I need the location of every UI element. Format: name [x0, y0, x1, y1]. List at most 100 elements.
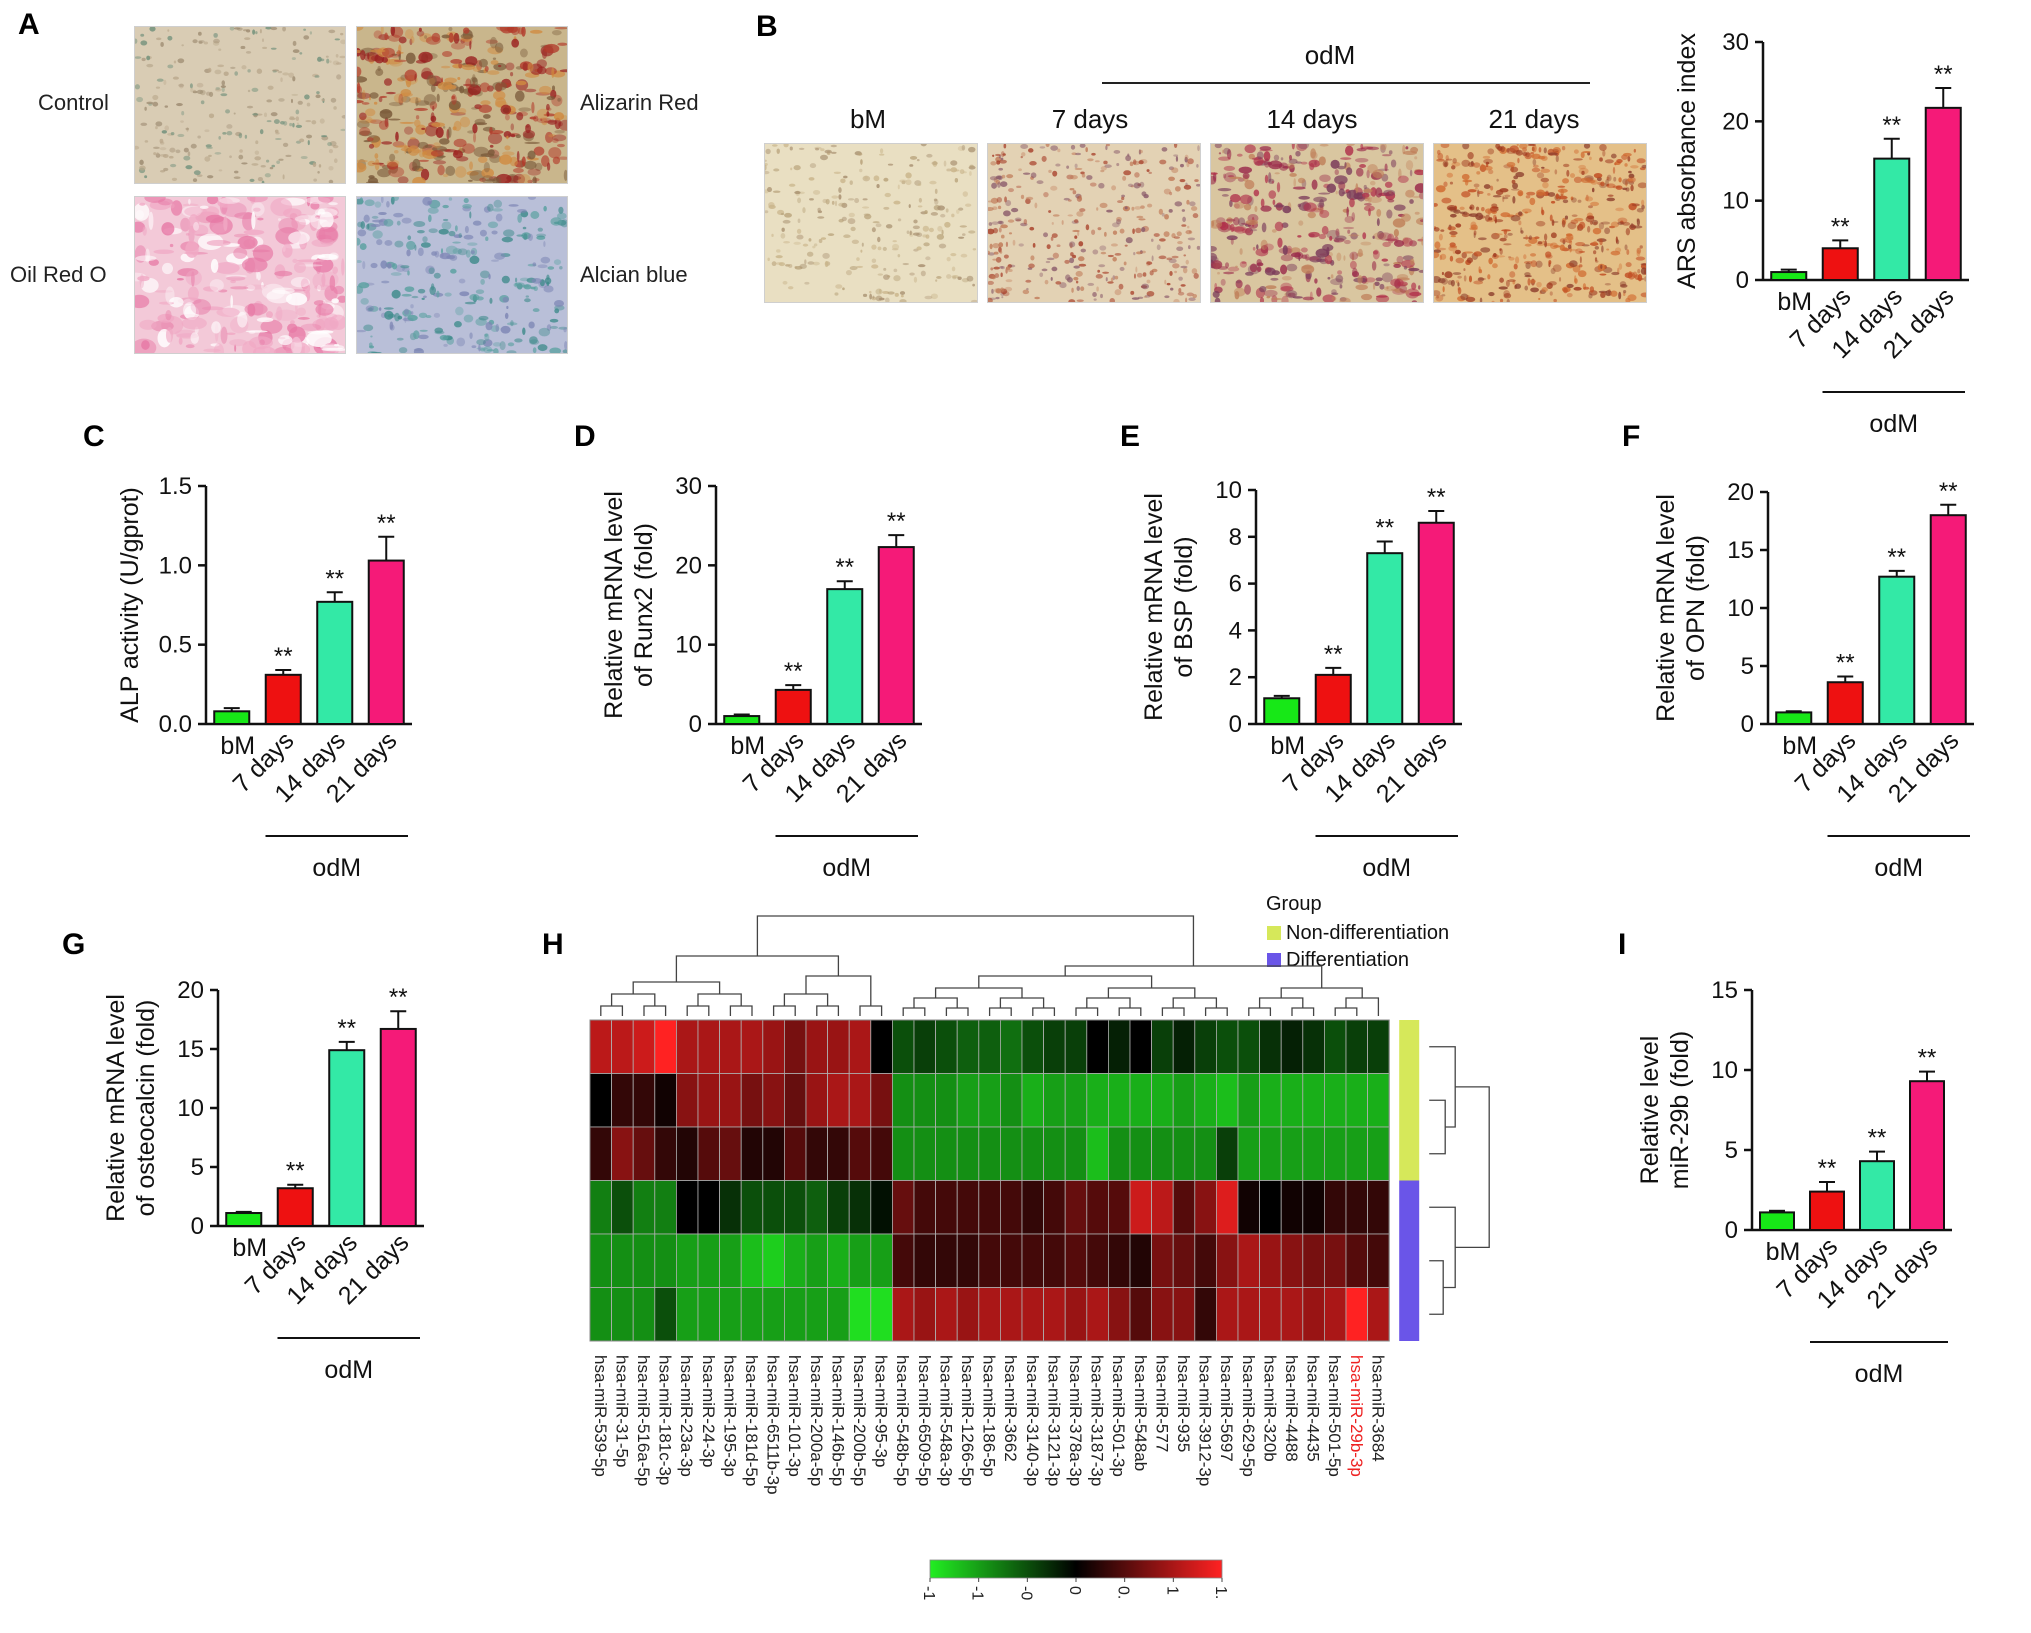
texture-spot [251, 87, 259, 92]
texture-spot [484, 333, 488, 337]
texture-spot [401, 293, 412, 297]
texture-spot [522, 327, 526, 336]
texture-spot [916, 159, 920, 162]
texture-spot [1234, 291, 1240, 300]
heatmap-cell [891, 1073, 915, 1128]
texture-spot [1636, 218, 1639, 222]
texture-spot [1401, 213, 1411, 222]
texture-spot [1164, 213, 1169, 220]
panel-letter-e: E [1120, 420, 1141, 453]
texture-spot [1092, 249, 1099, 255]
texture-spot [295, 124, 303, 129]
dendrogram-link [1291, 1007, 1315, 1016]
texture-spot [1448, 245, 1458, 252]
texture-spot [1085, 147, 1088, 153]
texture-spot [448, 32, 454, 43]
texture-spot [796, 228, 802, 234]
texture-spot [1459, 211, 1466, 214]
texture-spot [1414, 169, 1426, 176]
colorbar-tick-label: 1 [1163, 1586, 1180, 1595]
texture-spot [1319, 209, 1330, 219]
texture-spot [1217, 271, 1220, 275]
heatmap-cell [1064, 1073, 1088, 1128]
texture-spot [1307, 211, 1316, 219]
heatmap-cell [1367, 1287, 1390, 1342]
dendrogram-link [632, 981, 721, 994]
texture-spot [994, 288, 1001, 293]
texture-spot [490, 60, 499, 65]
texture-spot [230, 280, 236, 284]
texture-spot [1461, 252, 1467, 259]
bar-21-days [1929, 514, 1967, 725]
heatmap-cell [1216, 1233, 1239, 1288]
texture-spot [417, 141, 429, 149]
texture-spot [506, 175, 522, 181]
heatmap-cell [848, 1019, 872, 1074]
texture-spot [395, 131, 399, 142]
heatmap-cell [1367, 1073, 1390, 1128]
texture-spot [1028, 263, 1035, 269]
texture-spot [1074, 163, 1078, 169]
texture-spot [506, 322, 518, 326]
texture-spot [1030, 255, 1035, 261]
texture-spot [1158, 208, 1163, 215]
texture-spot [1268, 190, 1277, 199]
texture-spot [1526, 191, 1536, 196]
texture-spot [1280, 264, 1288, 275]
texture-spot [1509, 271, 1516, 278]
texture-spot [1111, 185, 1117, 191]
heatmap-cell [1194, 1019, 1217, 1074]
texture-spot [334, 38, 340, 41]
texture-spot [1363, 188, 1373, 193]
row-group-bar [1399, 1234, 1420, 1288]
texture-spot [159, 147, 167, 151]
texture-spot [1544, 240, 1548, 248]
texture-spot [1355, 284, 1368, 291]
texture-spot [894, 292, 899, 297]
texture-spot [1557, 185, 1566, 188]
texture-spot [289, 116, 295, 119]
texture-spot [992, 242, 1000, 249]
texture-spot [1003, 143, 1007, 149]
texture-spot [424, 124, 438, 137]
texture-spot [315, 94, 321, 99]
bar-bm [723, 715, 761, 726]
texture-spot [1390, 159, 1397, 168]
texture-spot [1578, 250, 1586, 253]
texture-spot [368, 175, 375, 179]
texture-spot [773, 168, 780, 172]
texture-spot [154, 290, 173, 293]
heatmap-cell [1345, 1233, 1369, 1288]
texture-spot [1069, 187, 1075, 191]
texture-spot [1578, 221, 1586, 229]
texture-spot [319, 118, 325, 124]
texture-spot [1459, 206, 1465, 211]
texture-spot [1265, 285, 1277, 290]
texture-spot [1543, 233, 1548, 241]
heatmap-cell [632, 1126, 656, 1181]
texture-spot [442, 204, 449, 209]
texture-spot [1072, 190, 1077, 195]
texture-spot [541, 155, 550, 167]
texture-spot [1508, 256, 1515, 261]
texture-spot [515, 134, 521, 139]
bar-21-days [1909, 1080, 1945, 1231]
texture-spot [1123, 261, 1127, 266]
texture-spot [1542, 240, 1545, 243]
texture-spot [936, 233, 945, 240]
texture-spot [1061, 220, 1064, 225]
texture-spot [972, 248, 977, 251]
texture-spot [554, 308, 560, 314]
texture-spot [515, 282, 518, 287]
texture-spot [764, 210, 769, 214]
texture-spot [1524, 243, 1532, 247]
panel-letter-g: G [62, 928, 86, 961]
texture-spot [1445, 158, 1453, 161]
texture-spot [1336, 252, 1342, 262]
texture-spot [1280, 157, 1284, 161]
texture-spot [1541, 287, 1548, 293]
texture-spot [1193, 272, 1199, 279]
texture-spot [168, 296, 184, 308]
texture-spot [1335, 235, 1347, 241]
texture-spot [1442, 286, 1445, 293]
